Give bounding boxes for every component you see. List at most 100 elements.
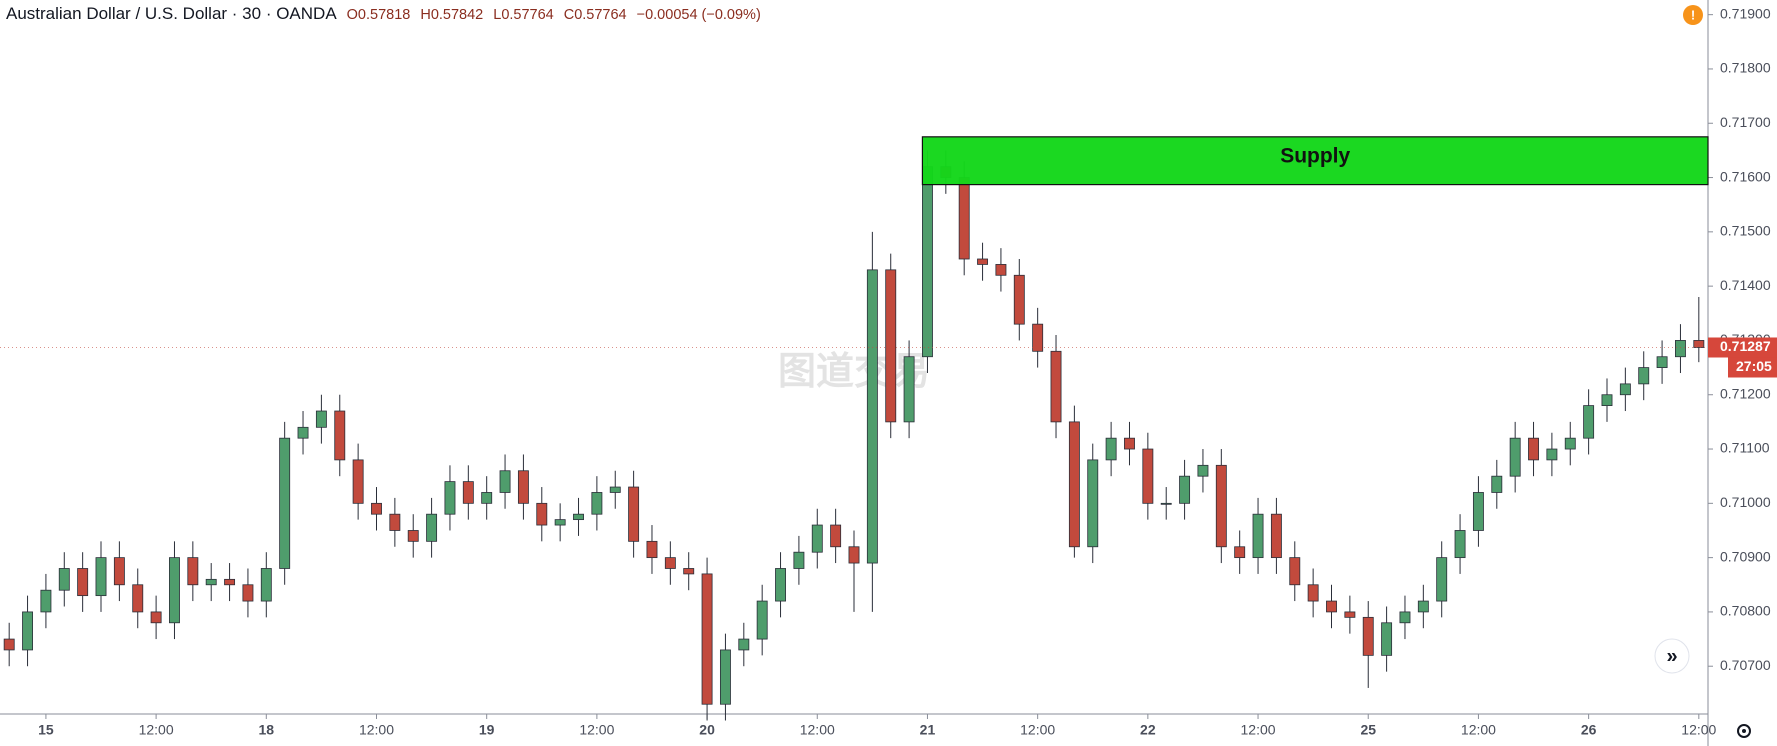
ohlc-high: H0.57842 (420, 7, 484, 23)
x-tick-label: 12:00 (139, 722, 174, 738)
x-tick-label: 21 (920, 722, 936, 738)
x-tick-label: 19 (479, 722, 495, 738)
candle-body (389, 513, 401, 531)
x-tick-label: 25 (1360, 722, 1376, 738)
candle-body (536, 502, 548, 526)
candle-body (77, 568, 89, 597)
candle-body (701, 573, 713, 705)
candle-body (1344, 611, 1356, 618)
candle-body (1472, 492, 1484, 531)
ohlc-low: L0.57764 (493, 7, 554, 23)
candle-body (1289, 557, 1301, 586)
x-tick-label: 12:00 (1681, 722, 1716, 738)
candle-body (664, 557, 676, 569)
candle-body (407, 530, 419, 542)
x-tick-label: 12:00 (1020, 722, 1055, 738)
candle-body (187, 557, 199, 586)
x-tick-label: 18 (259, 722, 275, 738)
y-tick-label: 0.71600 (1720, 168, 1771, 184)
y-tick-label: 0.71900 (1720, 5, 1771, 21)
candle-body (1142, 448, 1154, 504)
candle-body (1032, 323, 1044, 352)
candle-body (1050, 350, 1062, 423)
ohlc-open: O0.57818 (346, 7, 411, 23)
candle-body (224, 578, 236, 586)
candle-body (995, 264, 1007, 276)
candle-body (1124, 437, 1135, 450)
candle-body (1638, 367, 1650, 385)
candle-body (3, 638, 15, 651)
candle-body (977, 258, 989, 265)
candle-body (1491, 475, 1503, 493)
candle-body (866, 269, 878, 564)
countdown-tag (1728, 357, 1777, 378)
candle-body (481, 492, 493, 504)
alert-icon-glyph: ! (1691, 7, 1695, 22)
scroll-right-button[interactable] (1654, 638, 1690, 674)
candle-body (242, 584, 254, 602)
x-tick-label: 22 (1140, 722, 1156, 738)
candle-body (1307, 584, 1319, 602)
supply-zone (921, 136, 1709, 186)
candle-body (1326, 600, 1337, 613)
y-tick-label: 0.70700 (1720, 657, 1771, 673)
candle-body (150, 611, 162, 624)
candle-body (315, 410, 327, 428)
candle-body (462, 481, 474, 504)
candle-body (1454, 530, 1466, 559)
candle-body (738, 638, 750, 651)
supply-zone-label: Supply (1280, 144, 1350, 167)
legend-header: Australian Dollar / U.S. Dollar · 30 · O… (6, 4, 761, 24)
candle-body (591, 492, 603, 515)
countdown-label: 27:05 (1736, 358, 1772, 374)
candle-body (132, 584, 144, 613)
x-tick-label: 12:00 (800, 722, 835, 738)
candle-body (719, 649, 731, 705)
y-tick-label: 0.71800 (1720, 60, 1771, 76)
candle-body (1528, 437, 1539, 461)
candle-body (1675, 340, 1686, 358)
ohlc-close: C0.57764 (563, 7, 627, 23)
x-tick-label: 12:00 (1241, 722, 1276, 738)
candle-body (1564, 437, 1576, 450)
candle-body (573, 513, 584, 521)
settings-button[interactable] (1737, 724, 1751, 738)
y-tick-label: 0.71100 (1720, 440, 1770, 456)
candle-body (1509, 437, 1521, 477)
candle-body (922, 166, 933, 358)
last-price-label: 0.71287 (1720, 338, 1771, 354)
y-tick-label: 0.71400 (1720, 277, 1771, 293)
candle-body (775, 568, 786, 602)
x-tick-label: 15 (38, 722, 54, 738)
candle-body (554, 519, 566, 526)
candle-body (903, 356, 915, 423)
candle-body (1601, 394, 1613, 406)
candle-body (1362, 616, 1374, 656)
candle-body (683, 568, 695, 575)
candle-body (205, 578, 217, 586)
candle-body (646, 540, 658, 559)
candle-body (113, 557, 125, 586)
candle-body (1160, 502, 1172, 505)
candle-body (1234, 546, 1246, 559)
candle-body (95, 557, 107, 597)
candle-body (352, 459, 364, 504)
candle-body (1197, 464, 1209, 477)
candle-body (830, 524, 842, 548)
y-tick-label: 0.70800 (1720, 603, 1771, 619)
candle-body (811, 524, 823, 553)
candle-body (1619, 383, 1631, 396)
candle-body (58, 568, 70, 591)
candle-body (371, 502, 382, 515)
candle-body (1252, 513, 1264, 559)
candle-body (499, 470, 511, 493)
candle-body (885, 269, 897, 423)
scroll-right-glyph: » (1666, 645, 1677, 667)
candle-body (1436, 557, 1448, 602)
alert-icon[interactable] (1683, 5, 1703, 25)
x-tick-label: 12:00 (1461, 722, 1496, 738)
x-tick-label: 20 (699, 722, 715, 738)
candle-body (958, 177, 970, 260)
y-tick-label: 0.70900 (1720, 548, 1771, 564)
